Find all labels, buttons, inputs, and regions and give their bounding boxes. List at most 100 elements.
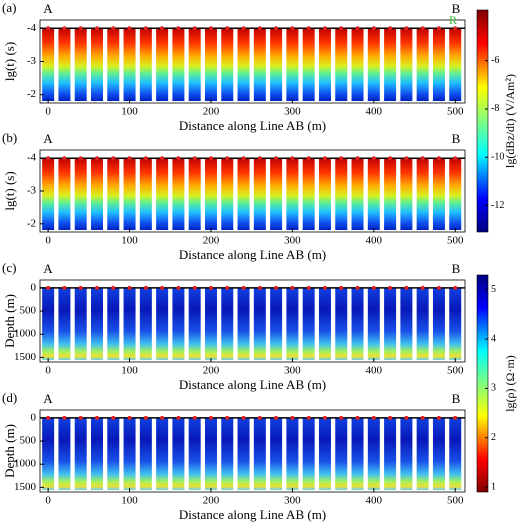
y-axis-label: lg(t) (s) (2, 42, 17, 81)
endpoint-b: B (452, 1, 461, 16)
station (208, 156, 213, 161)
station (208, 415, 213, 420)
model-column (302, 158, 315, 230)
model-column (221, 417, 234, 490)
model-column (90, 417, 103, 490)
model-column (221, 287, 234, 360)
model-column (172, 417, 185, 490)
station (127, 156, 132, 161)
model-column (58, 158, 71, 230)
x-tick-label: 500 (447, 495, 464, 507)
station (94, 415, 99, 420)
y-tick-label: -2 (27, 88, 36, 100)
model-column (139, 158, 152, 230)
y-tick-label: 1000 (14, 458, 37, 470)
station (143, 285, 148, 290)
station (371, 26, 376, 31)
station (306, 156, 311, 161)
model-column (221, 28, 234, 101)
station (371, 415, 376, 420)
station (339, 415, 344, 420)
y-tick-label: 0 (31, 281, 37, 293)
colorbar-tick-label: -10 (491, 151, 504, 162)
station (160, 415, 165, 420)
station (453, 26, 458, 31)
station (322, 26, 327, 31)
model-column (156, 158, 169, 230)
model-column (318, 28, 331, 101)
station (94, 156, 99, 161)
model-column (449, 28, 462, 101)
model-column (367, 28, 380, 101)
model-column (318, 417, 331, 490)
y-tick-label: 500 (20, 305, 37, 317)
station (322, 156, 327, 161)
station (225, 285, 230, 290)
model-column (384, 158, 397, 230)
model-column (188, 28, 201, 101)
model-column (449, 158, 462, 230)
model-column (172, 287, 185, 360)
endpoint-b: B (452, 261, 461, 276)
model-column (204, 287, 217, 360)
x-tick-label: 200 (203, 495, 220, 507)
station (78, 285, 83, 290)
x-tick-label: 100 (121, 106, 138, 118)
model-column (416, 28, 429, 101)
station (436, 285, 441, 290)
model-column (237, 158, 250, 230)
station (453, 415, 458, 420)
model-column (42, 158, 55, 230)
station (127, 26, 132, 31)
y-tick-label: 500 (20, 435, 37, 447)
y-tick-label: 1000 (14, 328, 37, 340)
x-tick-label: 200 (203, 106, 220, 118)
station (176, 415, 181, 420)
station (78, 26, 83, 31)
y-tick-label: 0 (31, 411, 37, 423)
x-tick-label: 500 (447, 106, 464, 118)
station (46, 285, 51, 290)
station (62, 26, 67, 31)
model-column (432, 158, 445, 230)
station (371, 285, 376, 290)
model-column (42, 287, 55, 360)
model-column (253, 417, 266, 490)
model-column (253, 28, 266, 101)
x-tick-label: 200 (203, 365, 220, 377)
station (306, 26, 311, 31)
model-column (400, 158, 413, 230)
model-column (58, 287, 71, 360)
colorbar (476, 274, 489, 493)
station (274, 26, 279, 31)
station (306, 415, 311, 420)
station (420, 156, 425, 161)
endpoint-b: B (452, 131, 461, 146)
x-tick-label: 0 (45, 235, 51, 247)
x-axis-label: Distance along Line AB (m) (179, 247, 326, 262)
model-column (286, 158, 299, 230)
station (322, 415, 327, 420)
station (94, 26, 99, 31)
colorbar-tick-label: 4 (491, 333, 496, 344)
model-column (204, 417, 217, 490)
station (241, 26, 246, 31)
model-column (351, 28, 364, 101)
x-tick-label: 400 (366, 106, 383, 118)
x-tick-label: 100 (121, 235, 138, 247)
axes-frame (39, 279, 466, 363)
station (192, 415, 197, 420)
station (241, 415, 246, 420)
model-column (384, 417, 397, 490)
endpoint-a: A (43, 1, 53, 16)
model-column (432, 417, 445, 490)
model-column (90, 158, 103, 230)
station (290, 26, 295, 31)
model-column (204, 158, 217, 230)
model-column (302, 28, 315, 101)
model-column (253, 287, 266, 360)
model-column (432, 28, 445, 101)
endpoint-b: B (452, 391, 461, 406)
station (420, 415, 425, 420)
station (78, 156, 83, 161)
